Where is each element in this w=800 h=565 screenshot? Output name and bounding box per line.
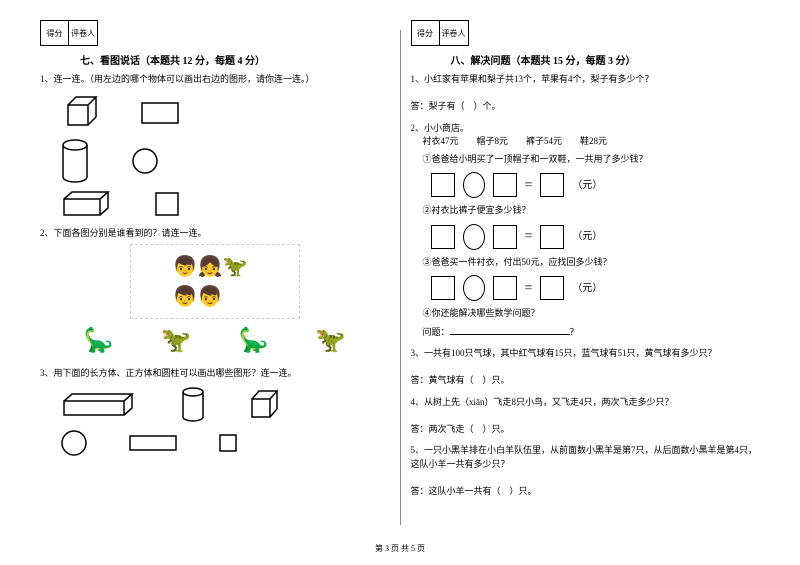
operator-box[interactable] bbox=[463, 275, 485, 301]
rectangle-icon bbox=[128, 434, 178, 452]
score-label: 得分 bbox=[412, 21, 440, 45]
q7-1-text: 1、连一连。（用左边的哪个物体可以画出右边的图形，请你连一连。） bbox=[40, 73, 390, 87]
q8-2-s4b: 问题：？ bbox=[423, 325, 761, 340]
result-box[interactable] bbox=[540, 225, 564, 249]
dino-icon: 🦕 bbox=[84, 323, 114, 359]
page-footer: 第 3 页 共 5 页 bbox=[0, 535, 800, 554]
equals-sign: = bbox=[525, 278, 533, 299]
q7-2: 2、下面各图分别是谁看到的？请连一连。 🦕 🦖 🦕 🦖 bbox=[40, 227, 390, 360]
q8-2-prices: 衬衣47元 帽子8元 裤子54元 鞋28元 bbox=[423, 135, 761, 149]
equation-row: = （元） bbox=[431, 172, 761, 198]
page-container: 得分 评卷人 七、看图说话（本题共 12 分，每题 4 分） 1、连一连。（用左… bbox=[0, 0, 800, 535]
circle-icon bbox=[130, 146, 160, 176]
shapes-row-1 bbox=[60, 93, 390, 133]
score-label: 得分 bbox=[41, 21, 69, 45]
grader-label: 评卷人 bbox=[69, 21, 97, 45]
left-column: 得分 评卷人 七、看图说话（本题共 12 分，每题 4 分） 1、连一连。（用左… bbox=[30, 20, 400, 535]
cylinder-icon bbox=[60, 139, 90, 183]
result-box[interactable] bbox=[540, 276, 564, 300]
kids-scene-icon bbox=[130, 244, 300, 319]
square-icon bbox=[218, 433, 238, 453]
unit-label: （元） bbox=[572, 178, 602, 193]
unit-label: （元） bbox=[572, 281, 602, 296]
q8-4: 4、从树上先（xiān）飞走8只小鸟，又飞走4只，两次飞走多少只？ 答：两次飞走… bbox=[411, 396, 761, 437]
q8-2-s3: ③爸爸买一件衬衣，付出50元，应找回多少钱？ bbox=[423, 256, 761, 270]
input-box[interactable] bbox=[493, 276, 517, 300]
input-box[interactable] bbox=[431, 225, 455, 249]
equals-sign: = bbox=[525, 226, 533, 247]
input-box[interactable] bbox=[493, 173, 517, 197]
grader-label: 评卷人 bbox=[440, 21, 468, 45]
dino-icon: 🦕 bbox=[238, 323, 268, 359]
q8-2-head: 2、小小商店。 bbox=[411, 122, 761, 136]
q8-3-ans: 答：黄气球有（ ）只。 bbox=[411, 374, 761, 388]
shapes-row-3 bbox=[60, 189, 390, 219]
q8-1-ans: 答：梨子有（ ）个。 bbox=[411, 100, 761, 114]
q8-5: 5、一只小黑羊排在小白羊队伍里，从前面数小黑羊是第7只，从后面数小黑羊是第4只，… bbox=[411, 444, 761, 498]
cube-icon bbox=[60, 93, 100, 133]
shapes-row-2 bbox=[60, 139, 390, 183]
q8-5-ans: 答：这队小羊一共有（ ）只。 bbox=[411, 485, 761, 499]
cuboid-icon bbox=[60, 391, 140, 419]
q8-2-s1: ①爸爸给小明买了一顶帽子和一双鞋，一共用了多少钱？ bbox=[423, 153, 761, 167]
circle-icon bbox=[60, 429, 88, 457]
cuboid-icon bbox=[60, 189, 114, 219]
blank-line[interactable] bbox=[450, 325, 570, 335]
right-column: 得分 评卷人 八、解决问题（本题共 15 分，每题 3 分） 1、小红家有苹果和… bbox=[401, 20, 771, 535]
q8-4-ans: 答：两次飞走（ ）只。 bbox=[411, 423, 761, 437]
q8-4-text: 4、从树上先（xiān）飞走8只小鸟，又飞走4只，两次飞走多少只？ bbox=[411, 396, 761, 410]
equation-row: = （元） bbox=[431, 224, 761, 250]
square-icon bbox=[154, 191, 180, 217]
q7-1: 1、连一连。（用左边的哪个物体可以画出右边的图形，请你连一连。） bbox=[40, 73, 390, 219]
q7-3: 3、用下面的长方体、正方体和圆柱可以画出哪些图形？连一连。 bbox=[40, 367, 390, 457]
equals-sign: = bbox=[525, 175, 533, 196]
q8-5-text: 5、一只小黑羊排在小白羊队伍里，从前面数小黑羊是第7只，从后面数小黑羊是第4只，… bbox=[411, 444, 761, 471]
shapes-row-4 bbox=[60, 387, 390, 423]
dino-icon: 🦖 bbox=[316, 323, 346, 359]
input-box[interactable] bbox=[431, 276, 455, 300]
unit-label: （元） bbox=[572, 229, 602, 244]
q8-1: 1、小红家有苹果和梨子共13个，苹果有4个，梨子有多少个？ 答：梨子有（ ）个。 bbox=[411, 73, 761, 114]
result-box[interactable] bbox=[540, 173, 564, 197]
score-box: 得分 评卷人 bbox=[411, 20, 469, 46]
score-box: 得分 评卷人 bbox=[40, 20, 98, 46]
q8-2-s4b-label: 问题： bbox=[423, 327, 450, 337]
input-box[interactable] bbox=[431, 173, 455, 197]
shapes-row-5 bbox=[60, 429, 390, 457]
dino-icon: 🦖 bbox=[161, 323, 191, 359]
section-7-title: 七、看图说话（本题共 12 分，每题 4 分） bbox=[80, 52, 390, 67]
rectangle-icon bbox=[140, 101, 180, 125]
q8-2: 2、小小商店。 衬衣47元 帽子8元 裤子54元 鞋28元 ①爸爸给小明买了一顶… bbox=[411, 122, 761, 340]
cylinder-icon bbox=[180, 387, 206, 423]
q7-3-text: 3、用下面的长方体、正方体和圆柱可以画出哪些图形？连一连。 bbox=[40, 367, 390, 381]
q7-2-text: 2、下面各图分别是谁看到的？请连一连。 bbox=[40, 227, 390, 241]
equation-row: = （元） bbox=[431, 275, 761, 301]
operator-box[interactable] bbox=[463, 224, 485, 250]
section-8-title: 八、解决问题（本题共 15 分，每题 3 分） bbox=[451, 52, 761, 67]
operator-box[interactable] bbox=[463, 172, 485, 198]
q8-3-text: 3、一共有100只气球，其中红气球有15只，蓝气球有51只，黄气球有多少只？ bbox=[411, 347, 761, 361]
q8-1-text: 1、小红家有苹果和梨子共13个，苹果有4个，梨子有多少个？ bbox=[411, 73, 761, 87]
cube-icon bbox=[246, 387, 282, 423]
q8-2-s4a: ④你还能解决哪些数学问题？ bbox=[423, 307, 761, 321]
q8-3: 3、一共有100只气球，其中红气球有15只，蓝气球有51只，黄气球有多少只？ 答… bbox=[411, 347, 761, 388]
dino-row: 🦕 🦖 🦕 🦖 bbox=[60, 323, 370, 359]
input-box[interactable] bbox=[493, 225, 517, 249]
q8-2-s2: ②衬衣比裤子便宜多少钱？ bbox=[423, 204, 761, 218]
